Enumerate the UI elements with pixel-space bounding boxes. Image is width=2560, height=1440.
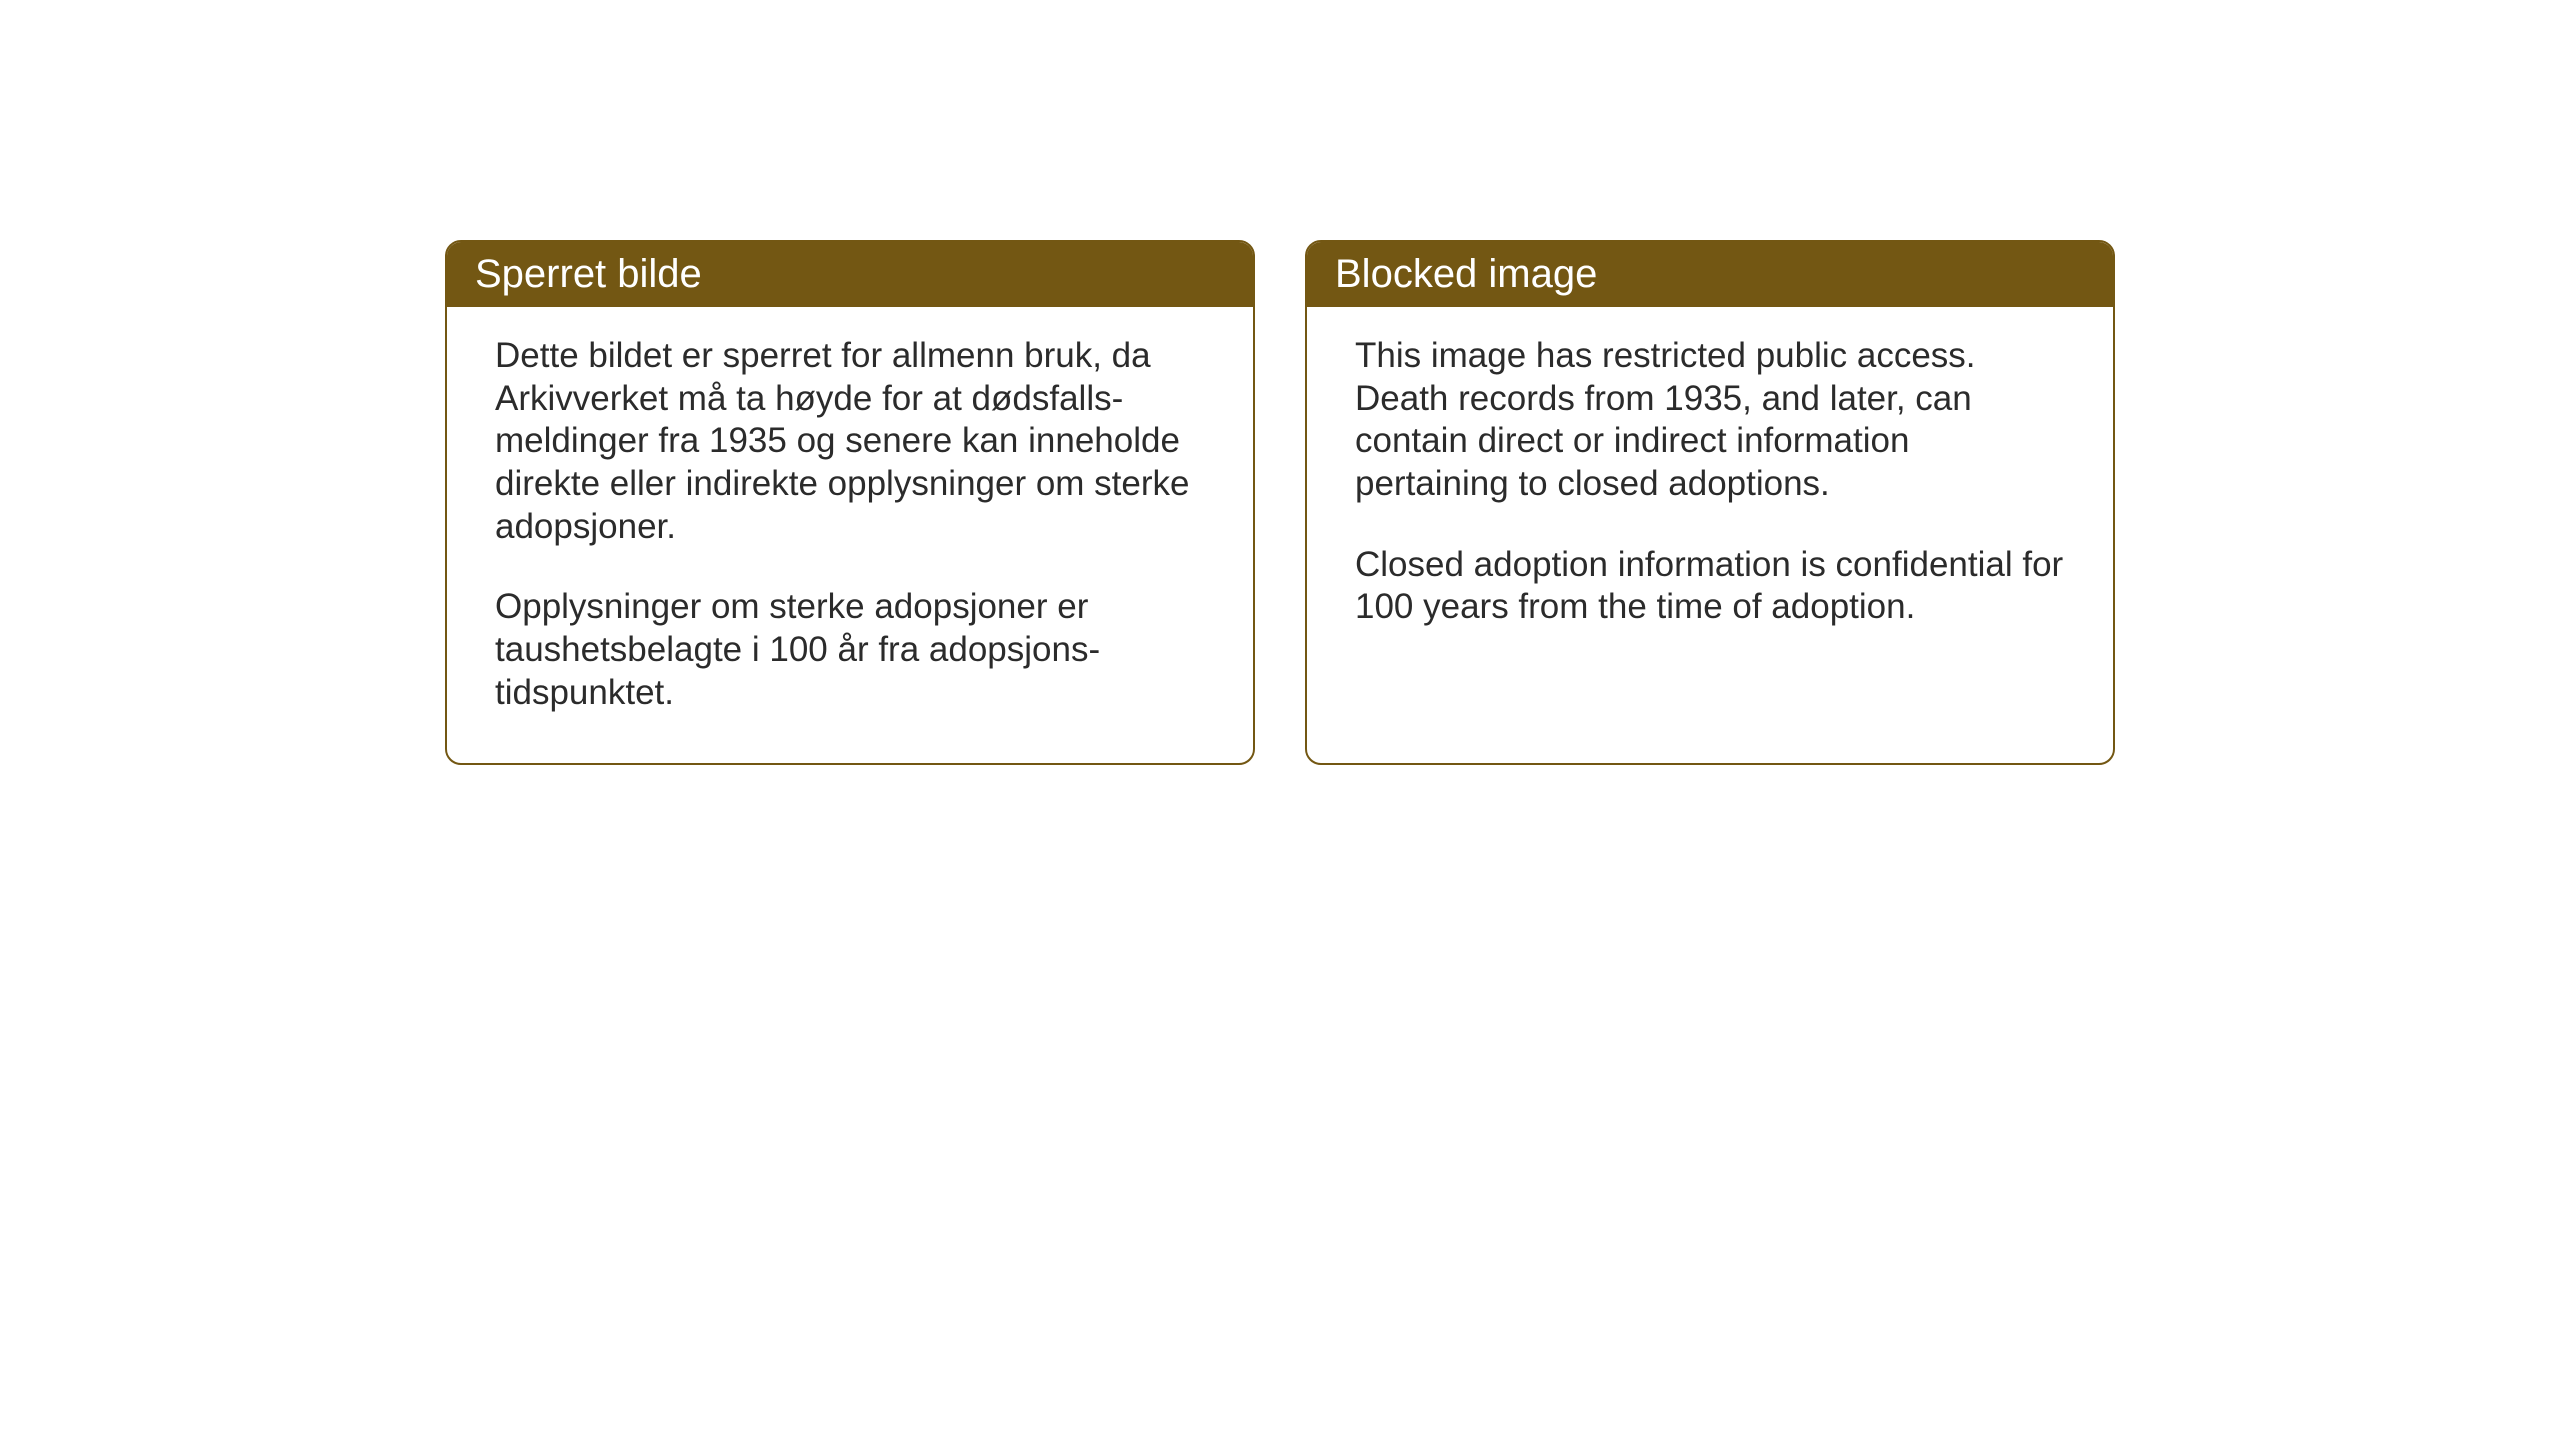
- notice-title-english: Blocked image: [1335, 252, 1597, 296]
- notice-header-english: Blocked image: [1307, 242, 2113, 307]
- notice-title-norwegian: Sperret bilde: [475, 252, 702, 296]
- notice-box-english: Blocked image This image has restricted …: [1305, 240, 2115, 765]
- notice-box-norwegian: Sperret bilde Dette bildet er sperret fo…: [445, 240, 1255, 765]
- notice-paragraph-1-norwegian: Dette bildet er sperret for allmenn bruk…: [495, 335, 1205, 548]
- notice-header-norwegian: Sperret bilde: [447, 242, 1253, 307]
- notice-paragraph-2-norwegian: Opplysninger om sterke adopsjoner er tau…: [495, 586, 1205, 714]
- notice-container: Sperret bilde Dette bildet er sperret fo…: [0, 0, 2560, 765]
- notice-paragraph-2-english: Closed adoption information is confident…: [1355, 544, 2065, 629]
- notice-body-norwegian: Dette bildet er sperret for allmenn bruk…: [447, 307, 1253, 763]
- notice-body-english: This image has restricted public access.…: [1307, 307, 2113, 677]
- notice-paragraph-1-english: This image has restricted public access.…: [1355, 335, 2065, 506]
